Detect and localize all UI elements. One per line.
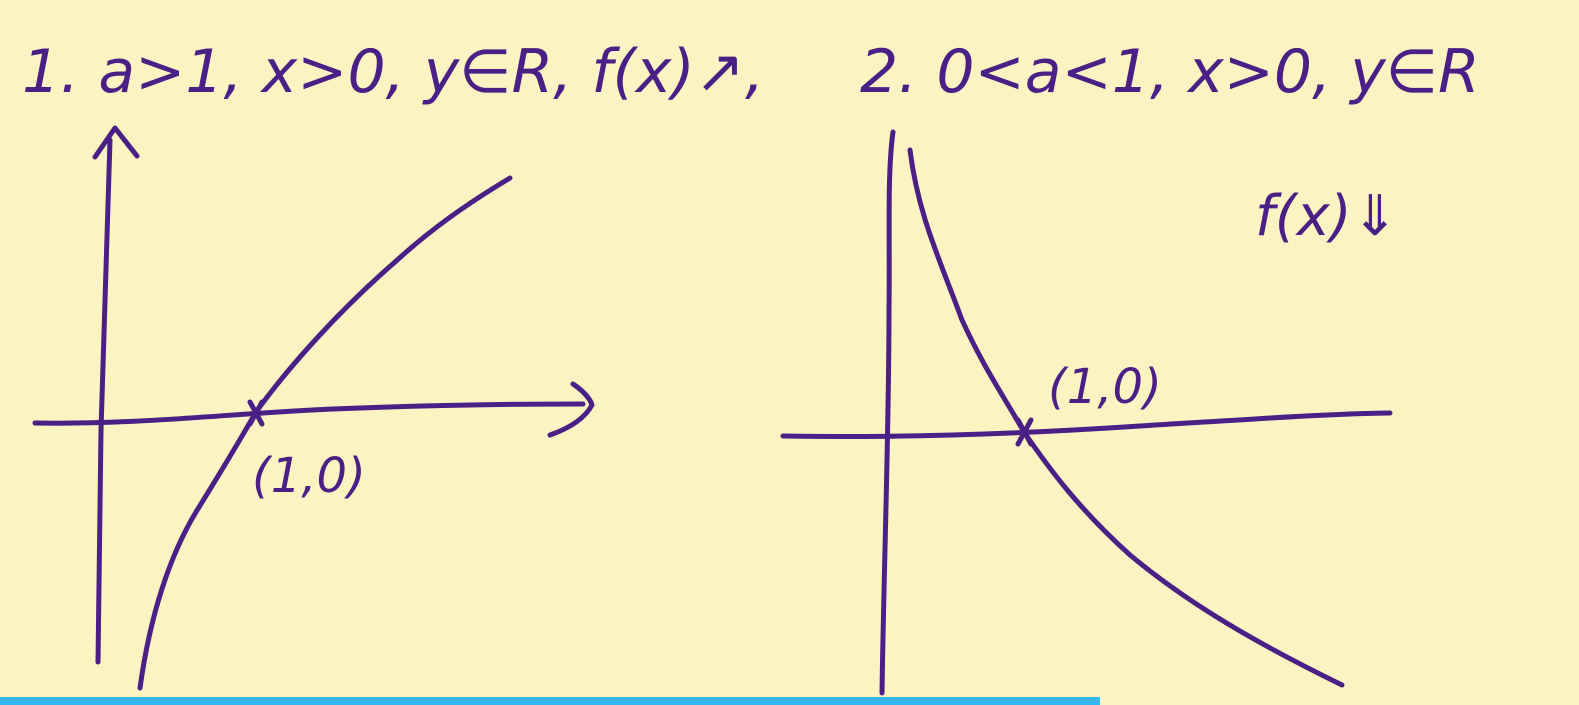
graph1-x-axis bbox=[32, 401, 586, 426]
graph1-log-curve bbox=[137, 175, 513, 691]
graph1-y-arrowhead bbox=[92, 125, 140, 160]
graph1-point-marker bbox=[247, 399, 265, 427]
video-progress-bar[interactable] bbox=[0, 697, 1100, 705]
graph1-y-axis bbox=[95, 137, 113, 665]
graph-decreasing: (1,0) f(x)⇓ bbox=[780, 129, 1398, 696]
case2-heading: 2. 0<a<1, x>0, y∈R bbox=[860, 37, 1480, 107]
graph2-y-axis bbox=[879, 129, 896, 696]
graph1-point-label: (1,0) bbox=[252, 448, 366, 504]
graph-increasing: (1,0) bbox=[32, 125, 595, 691]
graph2-point-label: (1,0) bbox=[1048, 359, 1162, 415]
graph2-x-axis bbox=[780, 410, 1393, 440]
graph2-point-marker bbox=[1015, 417, 1034, 447]
case1-heading: 1. a>1, x>0, y∈R, f(x)↗, bbox=[22, 37, 764, 107]
graph2-monotonic-label: f(x)⇓ bbox=[1255, 184, 1398, 249]
graph1-x-arrowhead bbox=[547, 381, 595, 438]
